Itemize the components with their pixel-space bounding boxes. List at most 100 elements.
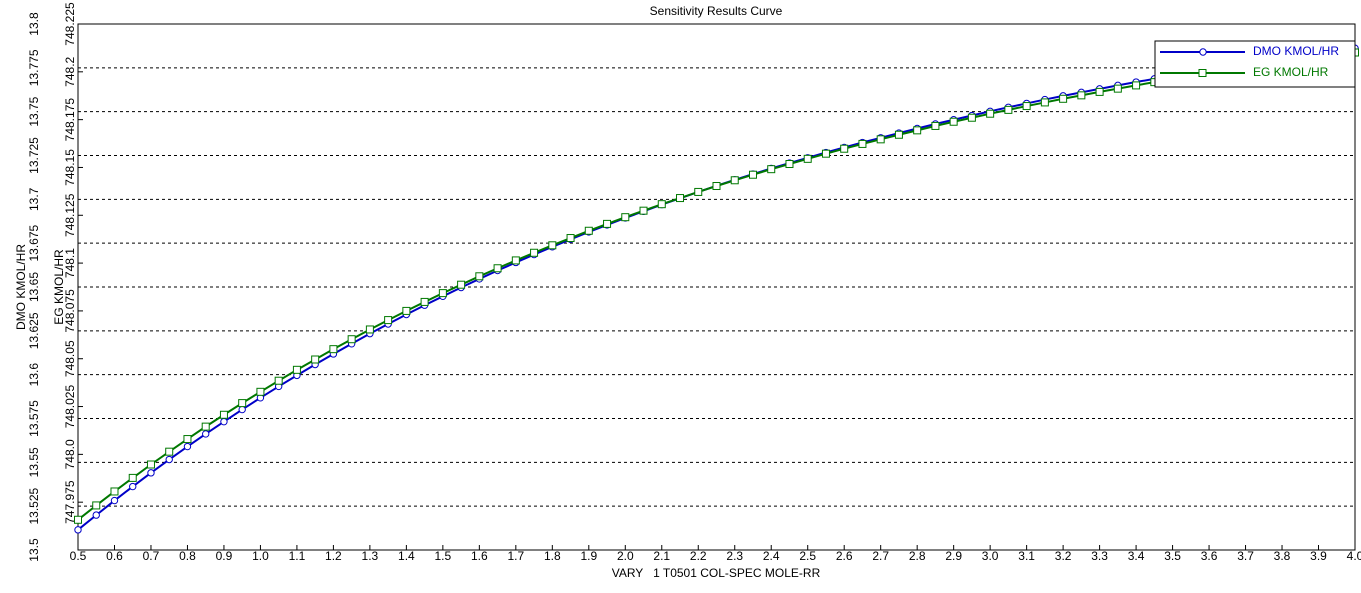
x-tick-label: 0.6 [106, 549, 123, 563]
y-tick-label: 13.5 [27, 538, 41, 562]
x-tick-label: 1.9 [580, 549, 597, 563]
y2-tick-label: 748.225 [63, 2, 77, 46]
y-axis-label: DMO KMOL/HR [14, 244, 28, 330]
point-marker [621, 213, 630, 222]
point-marker [238, 405, 246, 414]
point-marker [183, 442, 192, 451]
x-tick-label: 1.8 [544, 549, 561, 563]
x-tick-label: 3.5 [1164, 549, 1181, 563]
point-marker [785, 160, 794, 169]
x-tick-label: 2.1 [653, 549, 670, 563]
point-marker [92, 511, 100, 519]
x-tick-label: 2.4 [763, 549, 780, 563]
point-marker [967, 113, 976, 122]
x-tick-label: 2.8 [909, 549, 926, 563]
point-marker [183, 435, 192, 444]
x-tick-label: 2.2 [690, 549, 707, 563]
point-marker [986, 109, 995, 118]
point-marker [894, 130, 903, 139]
x-tick-label: 2.5 [799, 549, 816, 563]
point-marker [511, 256, 520, 265]
point-marker [748, 170, 757, 179]
point-marker [566, 234, 575, 243]
point-marker [840, 144, 849, 153]
x-tick-label: 2.9 [945, 549, 962, 563]
point-marker [803, 154, 812, 163]
x-tick-label: 3.3 [1091, 549, 1108, 563]
point-marker [767, 165, 776, 174]
x-axis-label: VARY 1 T0501 COL-SPEC MOLE-RR [612, 566, 821, 580]
y-tick-label: 13.8 [27, 12, 41, 36]
y2-tick-label: 748.1 [63, 248, 77, 278]
point-marker [603, 219, 612, 228]
y-tick-label: 13.575 [27, 400, 41, 437]
x-tick-label: 0.9 [216, 549, 233, 563]
y2-tick-label: 748.025 [63, 385, 77, 429]
point-marker [457, 280, 466, 289]
y-tick-label: 13.525 [27, 487, 41, 524]
point-marker [347, 335, 356, 344]
x-tick-label: 1.0 [252, 549, 269, 563]
point-marker [420, 297, 429, 306]
point-marker [128, 473, 137, 482]
y2-tick-label: 748.175 [63, 98, 77, 142]
point-marker [584, 226, 593, 235]
x-tick-label: 2.0 [617, 549, 634, 563]
point-marker [1059, 94, 1068, 103]
y-tick-label: 13.675 [27, 224, 41, 261]
y-tick-label: 13.725 [27, 137, 41, 174]
x-tick-label: 3.1 [1018, 549, 1035, 563]
x-tick-label: 1.3 [362, 549, 379, 563]
x-tick-label: 0.7 [143, 549, 160, 563]
point-marker [931, 121, 940, 130]
legend-box [1154, 40, 1356, 88]
point-marker [256, 387, 265, 396]
point-marker [493, 264, 502, 273]
legend-label: EG KMOL/HR [1253, 65, 1329, 79]
point-marker [165, 455, 173, 464]
point-marker [220, 417, 228, 426]
point-marker [110, 496, 119, 505]
point-marker [858, 139, 867, 148]
point-marker [292, 365, 301, 374]
legend: DMO KMOL/HR EG KMOL/HR [1154, 40, 1356, 88]
y2-tick-label: 747.975 [63, 480, 77, 524]
x-tick-label: 1.4 [398, 549, 415, 563]
point-marker [438, 289, 447, 298]
x-tick-label: 2.6 [836, 549, 853, 563]
y2-tick-label: 748.2 [63, 56, 77, 86]
point-marker [92, 501, 101, 510]
point-marker [876, 135, 885, 144]
point-marker [129, 482, 137, 491]
point-marker [530, 248, 539, 257]
x-tick-label: 2.3 [726, 549, 743, 563]
point-marker [74, 526, 82, 534]
x-tick-label: 3.4 [1128, 549, 1145, 563]
point-marker [384, 316, 393, 325]
x-tick-label: 3.0 [982, 549, 999, 563]
point-marker [712, 182, 721, 191]
point-marker [475, 272, 484, 281]
point-marker [730, 176, 739, 185]
y-tick-label: 13.625 [27, 312, 41, 349]
point-marker [1113, 84, 1122, 93]
y2-tick-label: 748.0 [63, 439, 77, 469]
y2-tick-label: 748.075 [63, 289, 77, 333]
point-marker [1077, 91, 1086, 100]
point-marker [1040, 98, 1049, 107]
x-tick-label: 0.5 [70, 549, 87, 563]
point-marker [219, 410, 228, 419]
y-tick-label: 13.775 [27, 49, 41, 86]
point-marker [201, 422, 210, 431]
point-marker [821, 149, 830, 158]
point-marker [676, 194, 685, 203]
point-marker [657, 200, 666, 209]
point-marker [1004, 105, 1013, 114]
point-marker [949, 117, 958, 126]
point-marker [1095, 87, 1104, 96]
y-tick-label: 13.7 [27, 187, 41, 211]
point-marker [146, 460, 155, 469]
point-marker [238, 399, 247, 408]
